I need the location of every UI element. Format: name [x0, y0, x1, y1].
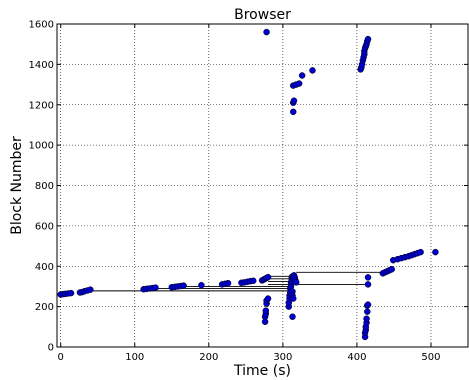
point-layer	[57, 28, 439, 341]
data-point	[363, 315, 370, 322]
y-tick-label: 0	[48, 343, 54, 354]
data-point	[87, 286, 94, 293]
y-tick-label: 200	[35, 302, 54, 313]
data-point	[289, 313, 296, 320]
data-point	[298, 72, 306, 79]
plot-frame	[56, 23, 469, 348]
data-point	[364, 301, 372, 308]
y-tick-label: 1600	[29, 20, 54, 31]
data-point	[152, 284, 159, 291]
y-tick-label: 400	[35, 262, 54, 273]
data-point	[309, 67, 316, 74]
data-point	[264, 295, 272, 302]
x-tick-label: 300	[273, 352, 292, 363]
tick-layer: 0 100 200 300 400 500 0 200 400 600 800 1000 1200 140…	[29, 20, 468, 363]
data-point	[289, 295, 297, 302]
data-point	[290, 97, 298, 104]
data-point	[180, 282, 187, 289]
data-point	[432, 248, 439, 256]
data-point	[388, 266, 395, 273]
data-point	[295, 80, 303, 87]
data-point	[289, 108, 297, 116]
x-tick-label: 0	[58, 352, 64, 363]
data-point	[364, 274, 372, 281]
x-tick-label: 400	[347, 352, 366, 363]
x-tick-label: 500	[421, 352, 440, 363]
y-tick-label: 600	[35, 221, 54, 232]
data-point	[249, 277, 257, 285]
data-point	[67, 289, 75, 297]
y-tick-label: 1000	[29, 141, 54, 152]
connector-layer	[87, 271, 386, 292]
data-point	[198, 281, 205, 289]
x-axis-label: Time (s)	[233, 363, 291, 379]
x-tick-label: 200	[199, 352, 218, 363]
y-tick-label: 800	[35, 181, 54, 192]
x-tick-label: 100	[125, 352, 144, 363]
data-point	[364, 308, 371, 315]
data-point	[262, 307, 270, 314]
y-tick-label: 1200	[29, 100, 54, 111]
data-point	[364, 35, 372, 43]
y-tick-label: 1400	[29, 60, 54, 71]
data-point	[263, 28, 270, 36]
y-axis-label: Block Number	[9, 136, 25, 235]
grid-layer	[57, 23, 468, 348]
data-point	[264, 273, 272, 281]
data-point	[364, 281, 372, 288]
data-point	[292, 279, 300, 286]
data-point	[417, 248, 424, 256]
data-point	[224, 279, 232, 287]
chart-title: Browser	[234, 7, 291, 23]
